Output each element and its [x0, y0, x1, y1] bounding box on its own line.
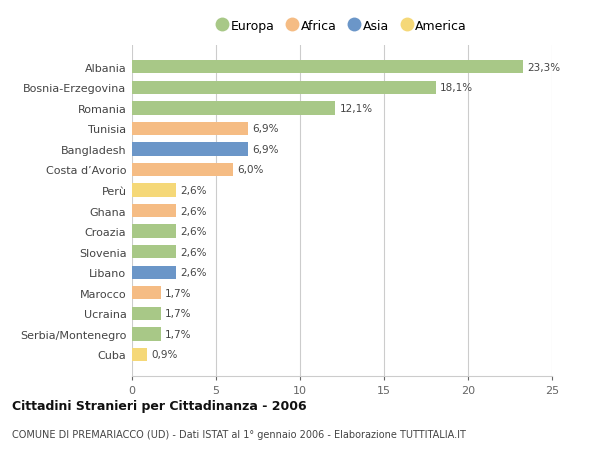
- Text: 6,0%: 6,0%: [237, 165, 263, 175]
- Text: 12,1%: 12,1%: [340, 104, 373, 113]
- Text: 2,6%: 2,6%: [180, 206, 206, 216]
- Bar: [132, 163, 233, 177]
- Bar: [132, 143, 248, 156]
- Bar: [132, 102, 335, 115]
- Bar: [132, 266, 176, 280]
- Text: 1,7%: 1,7%: [165, 309, 191, 319]
- Bar: [132, 61, 523, 74]
- Bar: [132, 286, 161, 300]
- Bar: [132, 246, 176, 259]
- Bar: [132, 225, 176, 238]
- Text: 2,6%: 2,6%: [180, 268, 206, 278]
- Text: 6,9%: 6,9%: [252, 145, 278, 155]
- Legend: Europa, Africa, Asia, America: Europa, Africa, Asia, America: [217, 20, 467, 33]
- Text: Cittadini Stranieri per Cittadinanza - 2006: Cittadini Stranieri per Cittadinanza - 2…: [12, 399, 307, 412]
- Text: 23,3%: 23,3%: [527, 62, 561, 73]
- Bar: [132, 204, 176, 218]
- Text: 0,9%: 0,9%: [151, 350, 178, 360]
- Text: COMUNE DI PREMARIACCO (UD) - Dati ISTAT al 1° gennaio 2006 - Elaborazione TUTTIT: COMUNE DI PREMARIACCO (UD) - Dati ISTAT …: [12, 429, 466, 439]
- Text: 18,1%: 18,1%: [440, 83, 473, 93]
- Text: 1,7%: 1,7%: [165, 288, 191, 298]
- Text: 2,6%: 2,6%: [180, 185, 206, 196]
- Text: 6,9%: 6,9%: [252, 124, 278, 134]
- Bar: [132, 328, 161, 341]
- Bar: [132, 307, 161, 320]
- Bar: [132, 123, 248, 136]
- Text: 1,7%: 1,7%: [165, 329, 191, 339]
- Bar: [132, 184, 176, 197]
- Text: 2,6%: 2,6%: [180, 247, 206, 257]
- Text: 2,6%: 2,6%: [180, 227, 206, 237]
- Bar: [132, 81, 436, 95]
- Bar: [132, 348, 147, 361]
